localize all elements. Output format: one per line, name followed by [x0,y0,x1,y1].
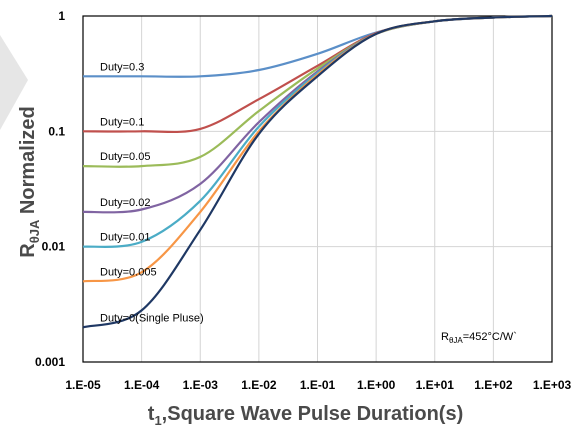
rthja-annotation: RθJA=452°C/W` [441,331,517,345]
y-tick-label: 0.001 [35,355,65,369]
series-labels: Duty=0.3 Duty=0.1 Duty=0.05 Duty=0.02 Duty=0… [100,61,204,324]
y-tick-label: 0.01 [42,240,66,254]
series-line [82,14,553,329]
series-label: Duty=0(Single Pluse) [100,312,204,324]
series-label: Duty=0.1 [100,116,144,128]
plot-frame [82,15,553,363]
x-tick-label: 1.E-05 [65,378,101,392]
x-tick-label: 1.E+00 [357,378,396,392]
x-tick-label: 1.E+01 [416,378,455,392]
y-tick-label: 1 [58,9,65,23]
background-decoration [0,35,28,130]
x-tick-label: 1.E+02 [474,378,513,392]
x-tick-label: 1.E+03 [533,378,572,392]
series-label: Duty=0.02 [100,197,150,209]
x-tick-label: 1.E-02 [241,378,277,392]
x-tick-label: 1.E-01 [300,378,336,392]
x-axis-title: t1,Square Wave Pulse Duration(s) [148,403,463,428]
y-tick-labels: 0.001 0.01 0.1 1 [35,9,65,369]
series-label: Duty=0.05 [100,151,150,163]
series-label: Duty=0.005 [100,266,157,278]
x-tick-label: 1.E-04 [124,378,160,392]
series-label: Duty=0.01 [100,232,150,244]
x-tick-label: 1.E-03 [183,378,219,392]
y-axis-title: RθJA Normalized [17,106,42,257]
series-lines [82,14,553,329]
x-tick-labels: 1.E-05 1.E-04 1.E-03 1.E-02 1.E-01 1.E+00 1.E+… [65,378,571,392]
y-tick-label: 0.1 [48,124,65,138]
series-label: Duty=0.3 [100,61,144,73]
